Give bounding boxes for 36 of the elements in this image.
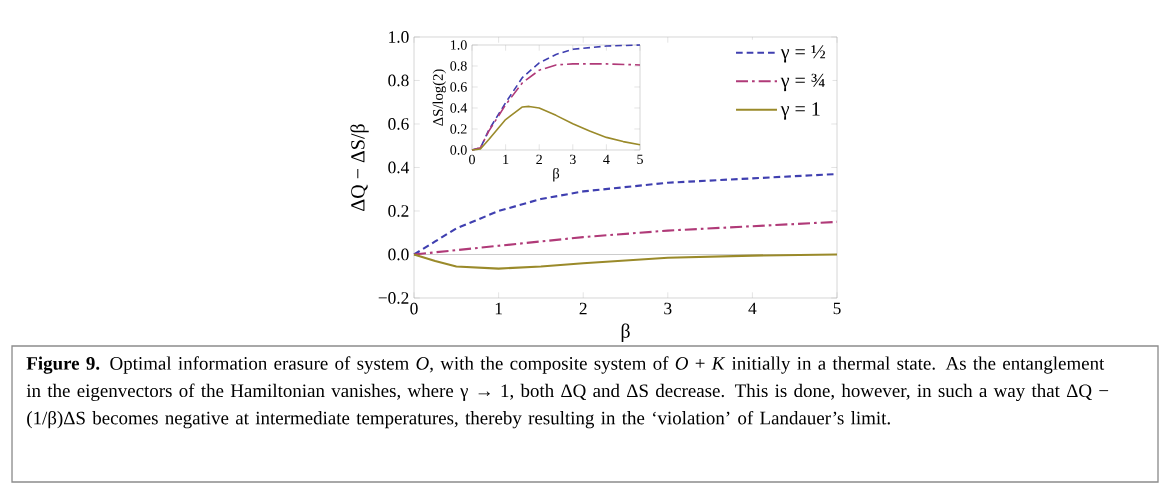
x-tick-label: 4 [603, 154, 610, 164]
y-tick-label: 0.0 [388, 248, 409, 261]
y-tick-label: 1.0 [389, 31, 409, 43]
x-tick-label: 3 [664, 302, 672, 315]
x-tick-label: 0 [410, 302, 418, 315]
x-tick-label: 1 [503, 154, 509, 164]
y-tick-label: 0.4 [388, 161, 410, 174]
x-tick-label: 0 [469, 154, 475, 165]
x-tick-label: 2 [536, 154, 542, 164]
line-series [471, 105, 641, 151]
y-axis-title: ΔS/log(2) [432, 69, 446, 126]
y-tick-label: 0.8 [388, 74, 409, 87]
x-tick-label: 1 [495, 302, 502, 315]
x-axis-title: β [553, 167, 560, 182]
y-tick-label: 0.0 [450, 145, 467, 155]
line-series [412, 253, 839, 270]
y-tick-label: 0.4 [450, 103, 468, 113]
legend-label: γ = ½ [780, 45, 826, 63]
x-tick-label: 5 [833, 302, 841, 315]
text: Figure 9. Optimal information erasure of system O, with the composite system of O + K initially in a thermal state. As the entanglement in the eigenvectors of the Hamiltonian vanishes, where γ → 1, both ΔQ and ΔS decrease. This is done, however, in such a way that ΔQ − (1/β)ΔS becomes negative at intermediate temperatures, thereby resulting in the ‘violation’ of Landauer’s limit. [26, 356, 1109, 429]
y-tick-label: 1.0 [451, 40, 467, 50]
y-axis-title: ΔQ − ΔS/β [350, 124, 369, 211]
x-axis-title: β [621, 323, 630, 342]
y-tick-label: 0.2 [388, 205, 409, 217]
y-tick-label: 0.6 [450, 82, 467, 92]
legend-label: γ = ¾ [780, 73, 825, 92]
x-tick-label: 3 [569, 154, 576, 165]
y-tick-label: 0.2 [450, 124, 467, 134]
line-series [471, 44, 641, 151]
legend-label: γ = 1 [780, 102, 820, 120]
y-tick-label: 0.6 [388, 118, 409, 130]
y-tick-label: 0.8 [450, 61, 467, 71]
x-tick-label: 2 [579, 302, 587, 315]
x-tick-label: 5 [637, 154, 643, 165]
x-tick-label: 4 [748, 302, 757, 315]
y-tick-label: −0.2 [378, 292, 409, 304]
